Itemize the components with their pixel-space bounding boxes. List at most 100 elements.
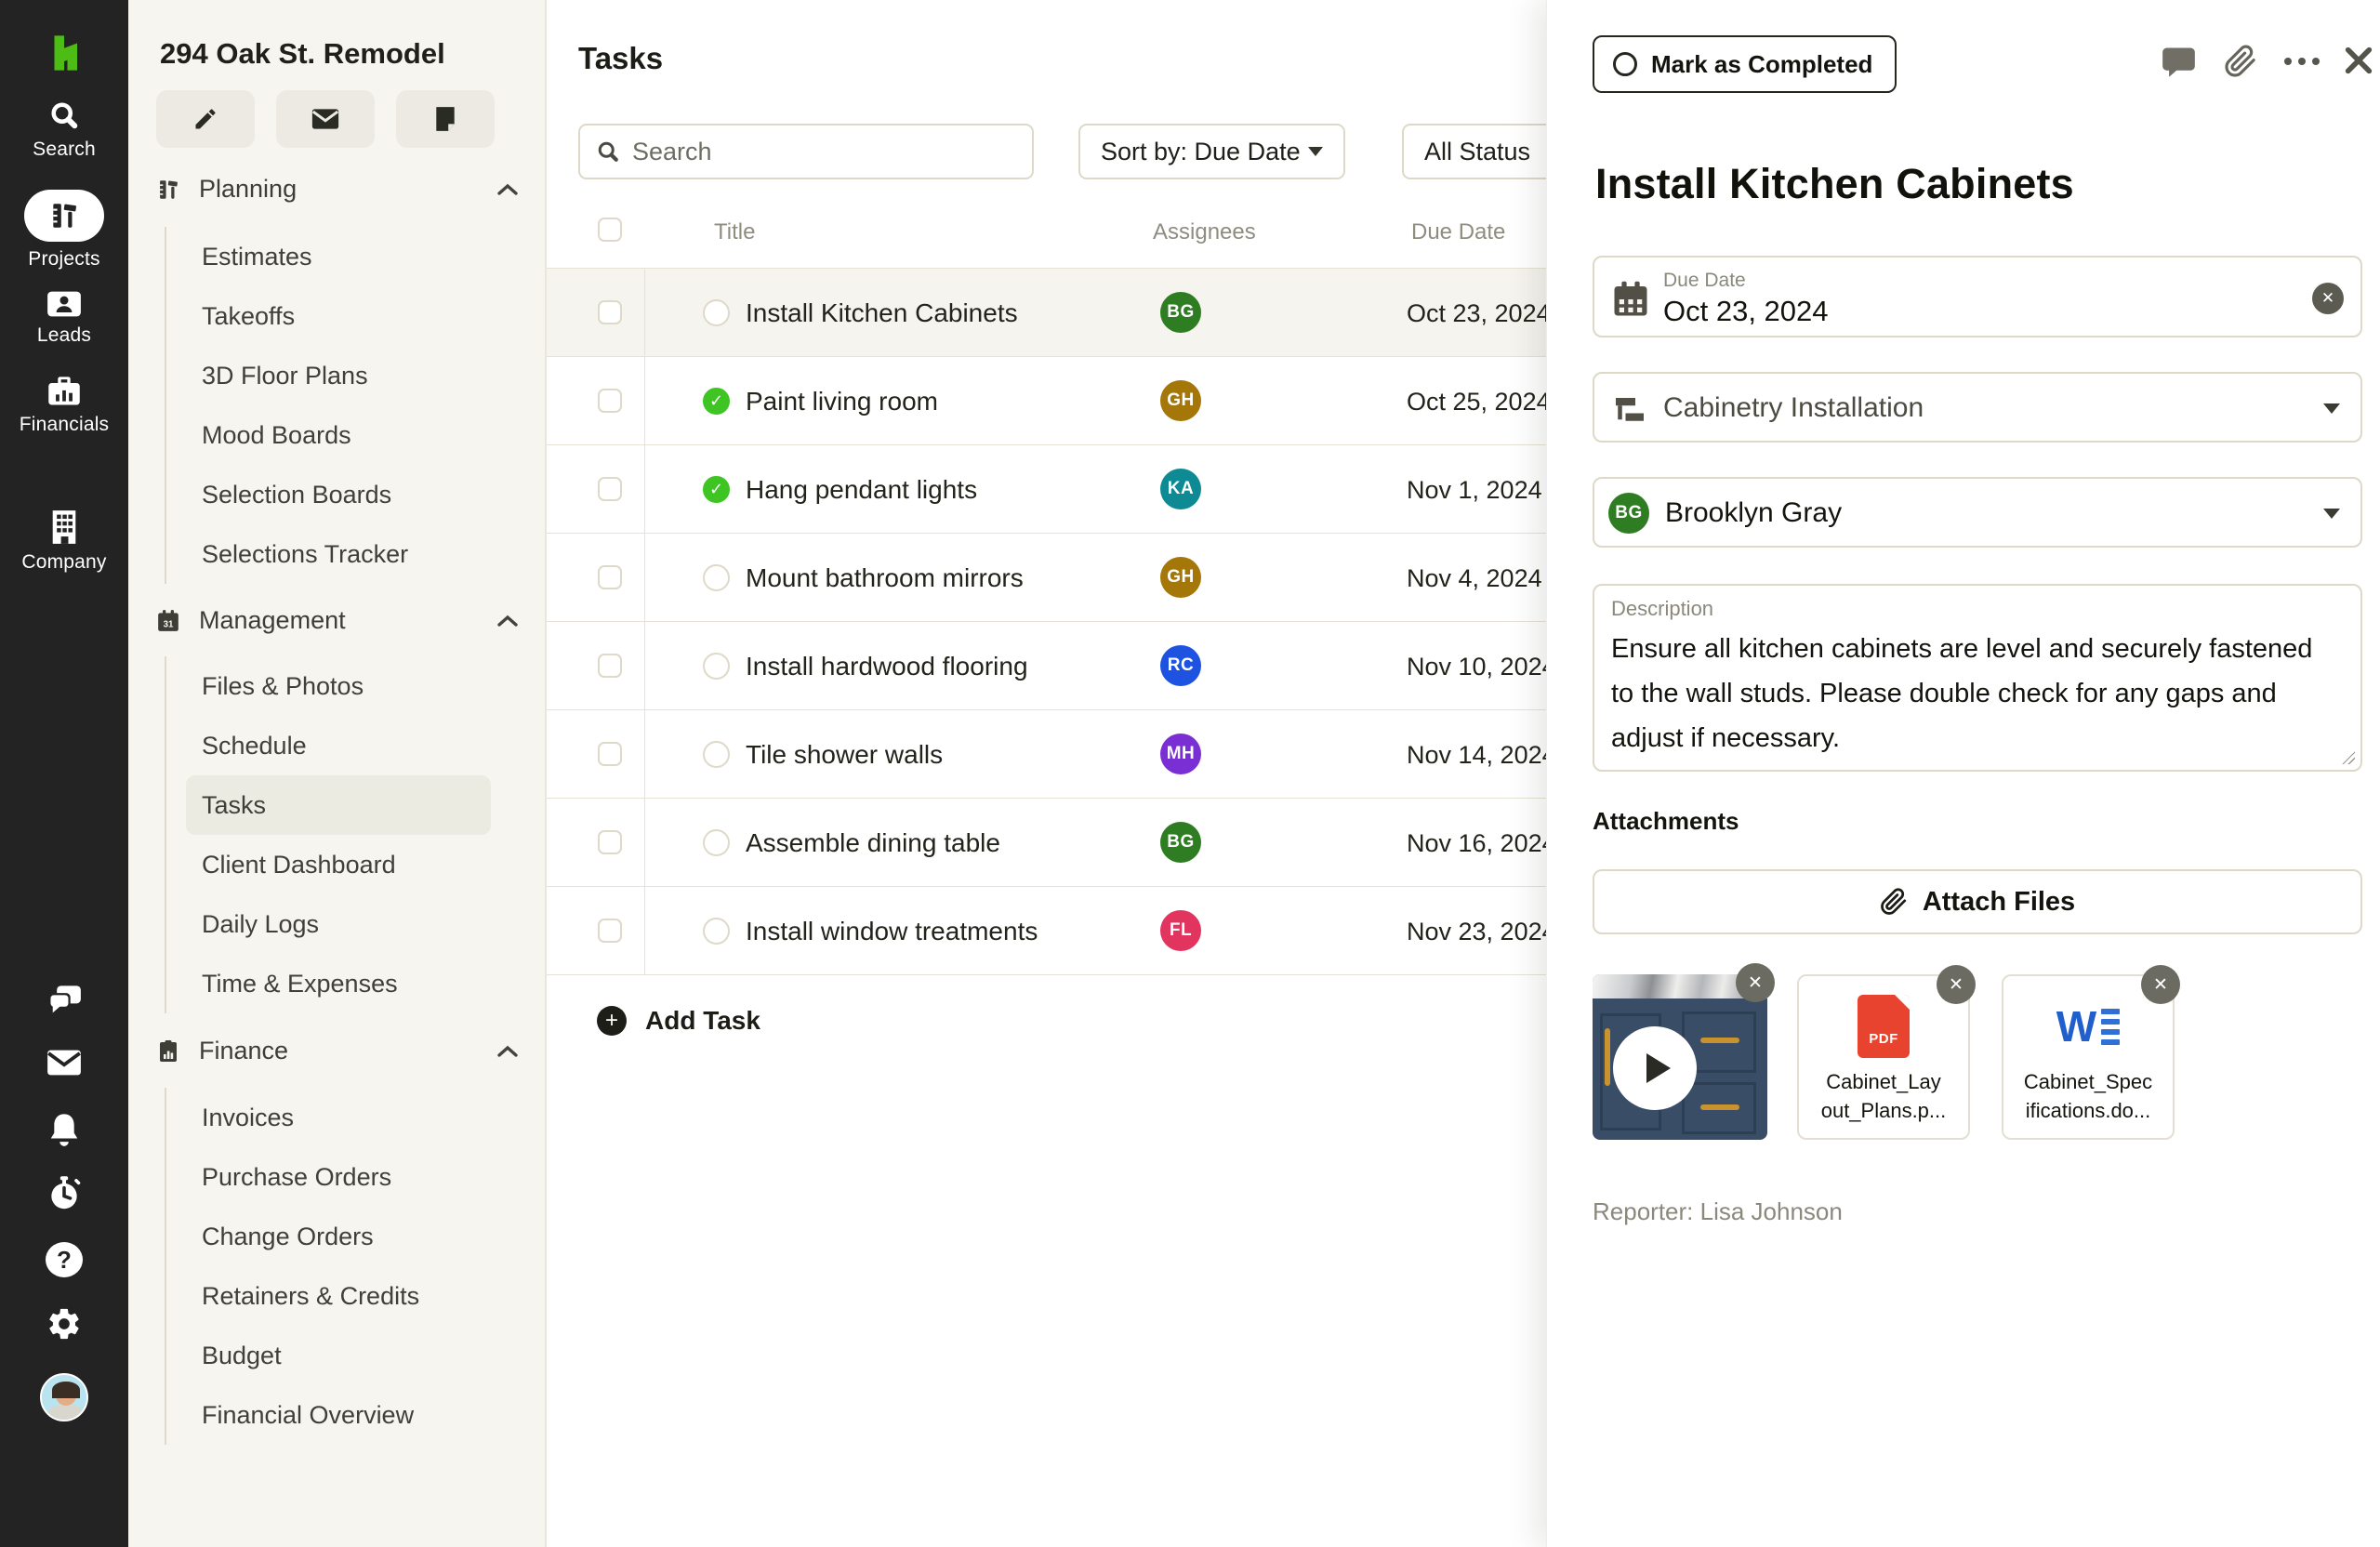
mark-completed-button[interactable]: Mark as Completed: [1593, 35, 1897, 93]
due-date: Nov 16, 2024: [1407, 829, 1556, 857]
task-title: Hang pendant lights: [746, 475, 978, 504]
status-circle[interactable]: [703, 741, 730, 768]
row-checkbox[interactable]: [598, 477, 622, 501]
user-avatar: [40, 1373, 88, 1421]
row-checkbox[interactable]: [598, 565, 622, 589]
sidebar-nav-item[interactable]: Selections Tracker: [202, 540, 409, 568]
sidebar-nav-item[interactable]: Schedule: [202, 732, 307, 760]
add-task-button[interactable]: + Add Task: [597, 1006, 760, 1036]
sidebar-nav-item[interactable]: Retainers & Credits: [202, 1282, 420, 1310]
chevron-up-icon: [497, 615, 518, 627]
row-checkbox[interactable]: [598, 300, 622, 324]
sidebar-nav-item[interactable]: Purchase Orders: [202, 1163, 392, 1191]
sidebar-nav-item[interactable]: Change Orders: [202, 1223, 374, 1250]
due-date-field[interactable]: Due Date Oct 23, 2024 ✕: [1593, 256, 2362, 337]
rail-label: Company: [21, 551, 107, 573]
assignee-avatar: BG: [1160, 822, 1201, 863]
status-circle[interactable]: [703, 299, 730, 326]
resize-handle-icon[interactable]: [2342, 751, 2355, 764]
remove-attachment-button[interactable]: ✕: [2141, 965, 2180, 1004]
close-panel-button[interactable]: [2343, 45, 2374, 81]
rail-item-financials[interactable]: Financials: [0, 376, 128, 436]
assignee-name: Brooklyn Gray: [1665, 497, 1843, 528]
remove-attachment-button[interactable]: ✕: [1736, 963, 1775, 1002]
page-title: Tasks: [578, 41, 664, 75]
row-checkbox[interactable]: [598, 830, 622, 854]
sidebar-nav-item[interactable]: Estimates: [202, 243, 312, 271]
sidebar-nav-item[interactable]: Tasks: [166, 775, 510, 835]
comments-button[interactable]: [2162, 45, 2196, 84]
sidebar-nav-item[interactable]: Selection Boards: [202, 481, 392, 509]
paperclip-icon: [2225, 45, 2255, 77]
sidebar-nav-item[interactable]: Daily Logs: [202, 910, 320, 938]
section-label: Planning: [199, 175, 298, 203]
status-circle[interactable]: [703, 918, 730, 945]
due-date: Oct 23, 2024: [1407, 299, 1551, 327]
sidebar-nav-item[interactable]: Financial Overview: [202, 1401, 415, 1429]
sidebar-nav-item[interactable]: Takeoffs: [202, 302, 296, 330]
status-circle[interactable]: [703, 564, 730, 591]
category-dropdown[interactable]: Cabinetry Installation: [1593, 372, 2362, 443]
email-button[interactable]: [276, 90, 375, 148]
rail-item-company[interactable]: Company: [0, 509, 128, 574]
attachment-video[interactable]: ✕: [1593, 963, 1775, 1140]
sort-dropdown[interactable]: Sort by: Due Date: [1078, 124, 1345, 179]
row-checkbox[interactable]: [598, 919, 622, 943]
status-circle[interactable]: [703, 653, 730, 680]
cabinet-drawer: [1682, 1082, 1756, 1134]
help-icon: ?: [46, 1242, 83, 1277]
search-input[interactable]: Search: [578, 124, 1034, 179]
rail-label: Projects: [28, 248, 100, 270]
row-checkbox[interactable]: [598, 389, 622, 413]
task-detail-title: Install Kitchen Cabinets: [1595, 160, 2074, 207]
rail-settings-button[interactable]: [0, 1305, 128, 1342]
edit-project-button[interactable]: [156, 90, 255, 148]
row-checkbox[interactable]: [598, 654, 622, 678]
attachment-pdf[interactable]: PDF Cabinet_Lay out_Plans.p... ✕: [1797, 965, 1976, 1140]
rail-notifications-button[interactable]: [0, 1112, 128, 1147]
more-options-button[interactable]: [2284, 45, 2320, 65]
clear-date-button[interactable]: ✕: [2312, 283, 2344, 314]
section-header-finance[interactable]: Finance: [156, 1037, 519, 1065]
attach-link-button[interactable]: [2224, 45, 2257, 83]
attach-files-button[interactable]: Attach Files: [1593, 869, 2362, 934]
rail-label: Leads: [36, 324, 92, 346]
assignee-dropdown[interactable]: BG Brooklyn Gray: [1593, 477, 2362, 548]
remove-attachment-button[interactable]: ✕: [1937, 965, 1976, 1004]
sidebar-nav-item[interactable]: Budget: [202, 1342, 282, 1369]
sidebar-nav-item[interactable]: Files & Photos: [202, 672, 364, 700]
task-title: Paint living room: [746, 387, 938, 416]
play-button[interactable]: [1613, 1026, 1697, 1110]
row-checkbox[interactable]: [598, 742, 622, 766]
rail-time-tracker-button[interactable]: [0, 1175, 128, 1210]
rail-messages-button[interactable]: [0, 984, 128, 1017]
sidebar-nav-item[interactable]: Invoices: [202, 1104, 295, 1131]
status-circle[interactable]: [703, 388, 730, 415]
select-all-checkbox[interactable]: [598, 218, 622, 242]
attachment-word[interactable]: W Cabinet_Spec ifications.do... ✕: [2002, 965, 2180, 1140]
chevron-up-icon: [497, 1045, 518, 1057]
notes-button[interactable]: [396, 90, 495, 148]
due-date: Nov 4, 2024: [1407, 564, 1542, 592]
section-header-planning[interactable]: Planning: [156, 175, 519, 204]
section-header-management[interactable]: 31 Management: [156, 606, 519, 635]
status-circle[interactable]: [703, 829, 730, 856]
finance-icon: [160, 1039, 177, 1062]
sidebar-nav-item[interactable]: Time & Expenses: [202, 970, 398, 998]
rail-help-button[interactable]: ?: [0, 1242, 128, 1277]
sidebar-nav-item[interactable]: 3D Floor Plans: [202, 362, 368, 390]
sidebar-nav-item[interactable]: Mood Boards: [202, 421, 351, 449]
description-textarea[interactable]: Description Ensure all kitchen cabinets …: [1593, 584, 2362, 772]
section-label: Finance: [199, 1037, 289, 1064]
company-icon: [52, 510, 76, 544]
assignee-avatar: MH: [1160, 734, 1201, 774]
column-title: Title: [714, 219, 756, 245]
rail-mail-button[interactable]: [0, 1049, 128, 1077]
rail-item-search[interactable]: Search: [0, 99, 128, 161]
rail-profile-button[interactable]: [0, 1373, 128, 1421]
sidebar-nav-item[interactable]: Client Dashboard: [202, 851, 396, 879]
rail-item-projects[interactable]: Projects: [0, 190, 128, 271]
status-circle[interactable]: [703, 476, 730, 503]
rail-item-leads[interactable]: Leads: [0, 290, 128, 347]
houzz-logo[interactable]: [0, 33, 128, 73]
